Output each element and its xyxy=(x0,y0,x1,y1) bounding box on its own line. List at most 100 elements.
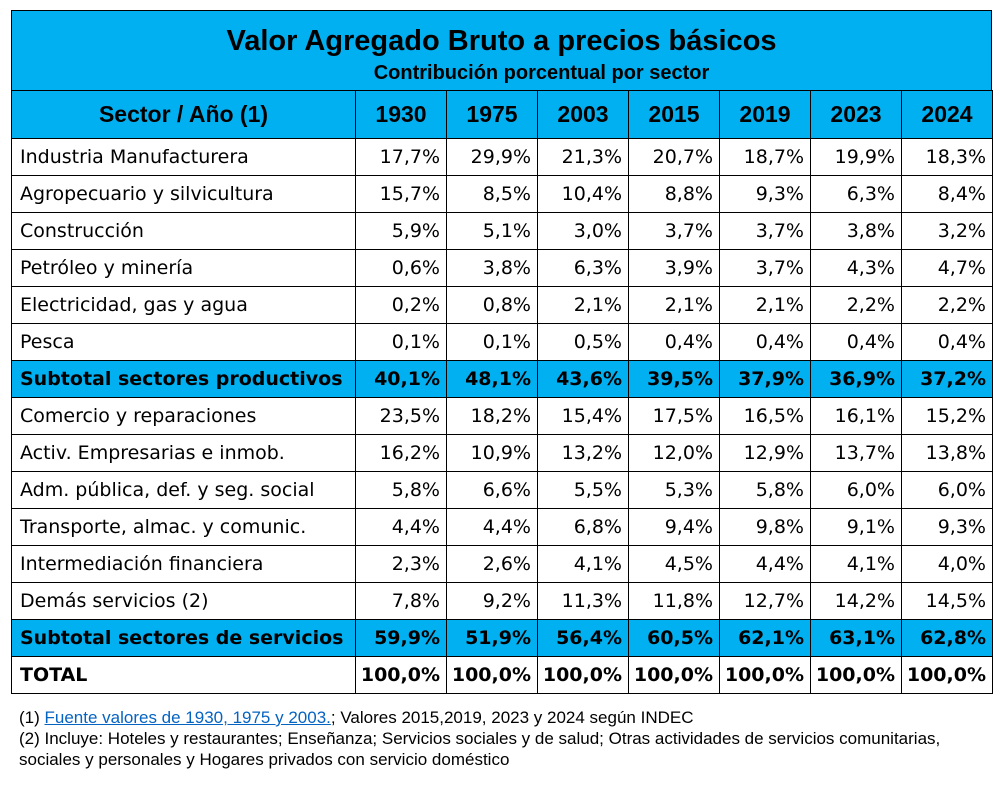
value-cell: 4,4% xyxy=(719,545,811,583)
value-cell: 21,3% xyxy=(537,138,629,176)
value-cell: 3,8% xyxy=(446,249,538,287)
value-cell: 0,8% xyxy=(446,286,538,324)
value-cell: 5,3% xyxy=(628,471,720,509)
table-row: Construcción 5,9% 5,1% 3,0% 3,7% 3,7% 3,8% 3,2% xyxy=(11,212,993,250)
table-row: Demás servicios (2) 7,8% 9,2% 11,3% 11,8% 12,… xyxy=(11,582,993,620)
value-cell: 60,5% xyxy=(628,619,720,657)
sector-name: Subtotal sectores de servicios xyxy=(11,619,356,657)
value-cell: 13,7% xyxy=(810,434,902,472)
value-cell: 19,9% xyxy=(810,138,902,176)
sector-name: Agropecuario y silvicultura xyxy=(11,175,356,213)
vab-table: Sector / Año (1) 1930 1975 2003 2015 201… xyxy=(11,90,993,694)
sector-name: Construcción xyxy=(11,212,356,250)
table-row: Pesca 0,1% 0,1% 0,5% 0,4% 0,4% 0,4% 0,4% xyxy=(11,323,993,361)
table-title: Valor Agregado Bruto a precios básicos xyxy=(226,25,777,57)
value-cell: 59,9% xyxy=(355,619,447,657)
value-cell: 0,4% xyxy=(901,323,993,361)
header-year: 2023 xyxy=(810,90,902,139)
source-link[interactable]: Fuente valores de 1930, 1975 y 2003. xyxy=(44,708,331,727)
header-year: 1930 xyxy=(355,90,447,139)
table-row: Petróleo y minería 0,6% 3,8% 6,3% 3,9% 3,7% 4,… xyxy=(11,249,993,287)
value-cell: 8,4% xyxy=(901,175,993,213)
value-cell: 0,4% xyxy=(810,323,902,361)
value-cell: 18,3% xyxy=(901,138,993,176)
value-cell: 63,1% xyxy=(810,619,902,657)
value-cell: 9,8% xyxy=(719,508,811,546)
table-row: Adm. pública, def. y seg. social 5,8% 6,6%… xyxy=(11,471,993,509)
value-cell: 4,3% xyxy=(810,249,902,287)
value-cell: 13,2% xyxy=(537,434,629,472)
value-cell: 15,2% xyxy=(901,397,993,435)
value-cell: 37,2% xyxy=(901,360,993,398)
value-cell: 4,4% xyxy=(446,508,538,546)
value-cell: 6,6% xyxy=(446,471,538,509)
table-row: Intermediación financiera 2,3% 2,6% 4,1% 4,5… xyxy=(11,545,993,583)
value-cell: 0,6% xyxy=(355,249,447,287)
value-cell: 13,8% xyxy=(901,434,993,472)
value-cell: 17,7% xyxy=(355,138,447,176)
sector-name: Transporte, almac. y comunic. xyxy=(11,508,356,546)
value-cell: 15,4% xyxy=(537,397,629,435)
value-cell: 100,0% xyxy=(537,656,629,694)
value-cell: 100,0% xyxy=(628,656,720,694)
value-cell: 40,1% xyxy=(355,360,447,398)
value-cell: 16,5% xyxy=(719,397,811,435)
value-cell: 2,1% xyxy=(537,286,629,324)
value-cell: 39,5% xyxy=(628,360,720,398)
value-cell: 4,7% xyxy=(901,249,993,287)
value-cell: 23,5% xyxy=(355,397,447,435)
value-cell: 10,9% xyxy=(446,434,538,472)
header-year: 2019 xyxy=(719,90,811,139)
value-cell: 0,5% xyxy=(537,323,629,361)
value-cell: 2,1% xyxy=(719,286,811,324)
header-row: Sector / Año (1) 1930 1975 2003 2015 201… xyxy=(11,90,993,139)
value-cell: 6,8% xyxy=(537,508,629,546)
footnote-1: (1) Fuente valores de 1930, 1975 y 2003.… xyxy=(19,707,979,728)
value-cell: 8,8% xyxy=(628,175,720,213)
value-cell: 11,8% xyxy=(628,582,720,620)
value-cell: 43,6% xyxy=(537,360,629,398)
footnote-2: (2) Incluye: Hoteles y restaurantes; Ens… xyxy=(19,729,941,769)
value-cell: 29,9% xyxy=(446,138,538,176)
value-cell: 9,1% xyxy=(810,508,902,546)
value-cell: 4,4% xyxy=(355,508,447,546)
value-cell: 7,8% xyxy=(355,582,447,620)
total-row: TOTAL 100,0% 100,0% 100,0% 100,0% 100,0% 100,0… xyxy=(11,656,993,694)
table-row: Agropecuario y silvicultura 15,7% 8,5% 10,4… xyxy=(11,175,993,213)
value-cell: 3,9% xyxy=(628,249,720,287)
value-cell: 8,5% xyxy=(446,175,538,213)
value-cell: 2,3% xyxy=(355,545,447,583)
value-cell: 2,2% xyxy=(810,286,902,324)
value-cell: 16,2% xyxy=(355,434,447,472)
value-cell: 2,2% xyxy=(901,286,993,324)
value-cell: 100,0% xyxy=(810,656,902,694)
value-cell: 16,1% xyxy=(810,397,902,435)
table-title-box: Valor Agregado Bruto a precios básicos C… xyxy=(11,10,992,90)
header-year: 2024 xyxy=(901,90,993,139)
footnote-1-prefix: (1) xyxy=(19,708,45,727)
table-row: Electricidad, gas y agua 0,2% 0,8% 2,1% 2,1%… xyxy=(11,286,993,324)
sector-name: TOTAL xyxy=(11,656,356,694)
value-cell: 6,0% xyxy=(810,471,902,509)
sector-name: Petróleo y minería xyxy=(11,249,356,287)
value-cell: 6,3% xyxy=(810,175,902,213)
value-cell: 5,1% xyxy=(446,212,538,250)
value-cell: 4,1% xyxy=(537,545,629,583)
header-sector: Sector / Año (1) xyxy=(11,90,356,139)
value-cell: 5,9% xyxy=(355,212,447,250)
value-cell: 6,3% xyxy=(537,249,629,287)
value-cell: 12,7% xyxy=(719,582,811,620)
value-cell: 0,4% xyxy=(628,323,720,361)
value-cell: 14,5% xyxy=(901,582,993,620)
sector-name: Activ. Empresarias e inmob. xyxy=(11,434,356,472)
table-subtitle: Contribución porcentual por sector xyxy=(373,62,710,84)
value-cell: 3,7% xyxy=(628,212,720,250)
value-cell: 3,7% xyxy=(719,249,811,287)
value-cell: 3,7% xyxy=(719,212,811,250)
table-body: Industria Manufacturera 17,7% 29,9% 21,3% 20… xyxy=(11,138,993,694)
value-cell: 15,7% xyxy=(355,175,447,213)
subtotal-row: Subtotal sectores de servicios 59,9% 51,9%… xyxy=(11,619,993,657)
value-cell: 0,2% xyxy=(355,286,447,324)
value-cell: 9,3% xyxy=(901,508,993,546)
vab-table-container: Valor Agregado Bruto a precios básicos C… xyxy=(11,10,993,694)
